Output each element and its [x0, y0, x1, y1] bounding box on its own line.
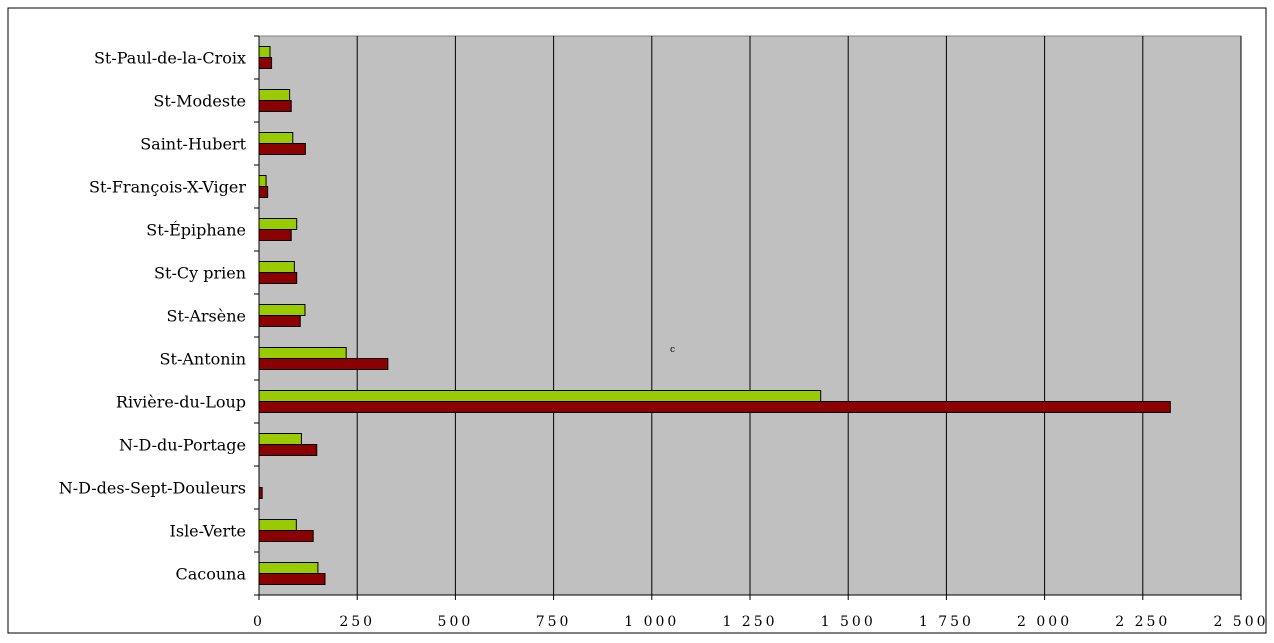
category-label: Cacouna: [175, 565, 246, 584]
category-label: St-Arsène: [167, 307, 246, 326]
bar-series-1-item-3: [258, 175, 267, 187]
bar-series-2-item-7: [258, 358, 389, 370]
bars: [258, 46, 1171, 585]
bar-series-1-item-5: [258, 261, 295, 273]
bar-series-2-item-0: [258, 57, 273, 69]
x-tick-labels: 0 250 500 750 1 000 1 250 1 500 1 750 2 000 2 250…: [253, 614, 1268, 630]
x-tick-label: 750: [536, 614, 572, 630]
x-tick-label: 2 500: [1213, 614, 1268, 630]
x-tick-label: 1 000: [624, 614, 679, 630]
bar-series-1-item-8: [258, 390, 822, 402]
chart-annotation: c: [670, 345, 675, 355]
category-label: Saint-Hubert: [140, 135, 246, 154]
category-label: Isle-Verte: [170, 522, 246, 541]
x-tick-label: 2 250: [1115, 614, 1170, 630]
bar-series-1-item-7: [258, 347, 347, 359]
bar-series-1-item-11: [258, 519, 297, 531]
bar-series-1-item-9: [258, 433, 302, 445]
x-tick-label: 0: [253, 614, 265, 630]
bar-series-1-item-2: [258, 132, 294, 144]
x-tick-label: 2 000: [1017, 614, 1072, 630]
bar-series-2-item-12: [258, 573, 326, 585]
bar-series-2-item-1: [258, 100, 292, 112]
bar-series-1-item-6: [258, 304, 306, 316]
axes: [254, 35, 1242, 600]
bar-series-2-item-5: [258, 272, 298, 284]
category-label: Rivière-du-Loup: [116, 393, 246, 412]
bar-series-2-item-8: [258, 401, 1171, 413]
category-label: N-D-du-Portage: [119, 436, 246, 455]
bar-series-2-item-3: [258, 186, 269, 198]
gridlines: [356, 36, 1242, 595]
bar-series-2-item-4: [258, 229, 292, 241]
bar-series-2-item-2: [258, 143, 306, 155]
category-label: N-D-des-Sept-Douleurs: [59, 479, 246, 498]
x-tick-label: 1 500: [821, 614, 876, 630]
bar-series-2-item-6: [258, 315, 301, 327]
bar-series-1-item-0: [258, 46, 271, 58]
category-label: St-Antonin: [160, 350, 246, 369]
x-tick-label: 1 250: [722, 614, 777, 630]
category-label: St-Épiphane: [146, 220, 246, 240]
x-tick-label: 500: [438, 614, 474, 630]
bar-series-2-item-9: [258, 444, 318, 456]
bar-series-1-item-4: [258, 218, 298, 230]
bar-series-1-item-1: [258, 89, 291, 101]
bar-series-2-item-11: [258, 530, 314, 542]
x-tick-label: 1 750: [919, 614, 974, 630]
x-tick-label: 250: [339, 614, 375, 630]
category-label: St-Paul-de-la-Croix: [94, 49, 246, 68]
category-label: St-François-X-Viger: [89, 178, 246, 197]
category-label: St-Cy prien: [154, 264, 246, 283]
category-labels: St-Paul-de-la-Croix St-Modeste Saint-Huber…: [59, 49, 247, 584]
category-label: St-Modeste: [153, 92, 246, 111]
bar-series-1-item-12: [258, 562, 319, 574]
